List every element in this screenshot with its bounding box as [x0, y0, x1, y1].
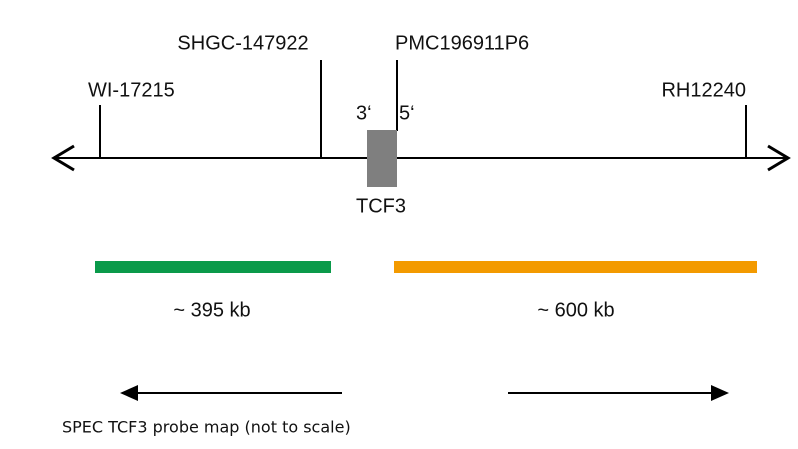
gene-box: [367, 130, 397, 187]
strand-label: 5‘: [399, 102, 415, 124]
strand-label: 3‘: [356, 102, 372, 124]
probe-label: ~ 395 kb: [173, 299, 250, 321]
probe-bar: [394, 261, 757, 273]
probe-bar: [95, 261, 331, 273]
marker-label: PMC196911P6: [395, 32, 529, 54]
gene-label: TCF3: [356, 195, 406, 217]
direction-arrowhead: [120, 385, 138, 401]
caption: SPEC TCF3 probe map (not to scale): [62, 418, 351, 437]
arrowhead-right: [767, 144, 791, 172]
marker-label: SHGC-147922: [177, 32, 308, 54]
direction-arrowhead: [711, 385, 729, 401]
arrowhead-left: [51, 144, 75, 172]
marker-label: WI-17215: [88, 79, 175, 101]
probe-label: ~ 600 kb: [537, 299, 614, 321]
marker-label: RH12240: [661, 79, 746, 101]
